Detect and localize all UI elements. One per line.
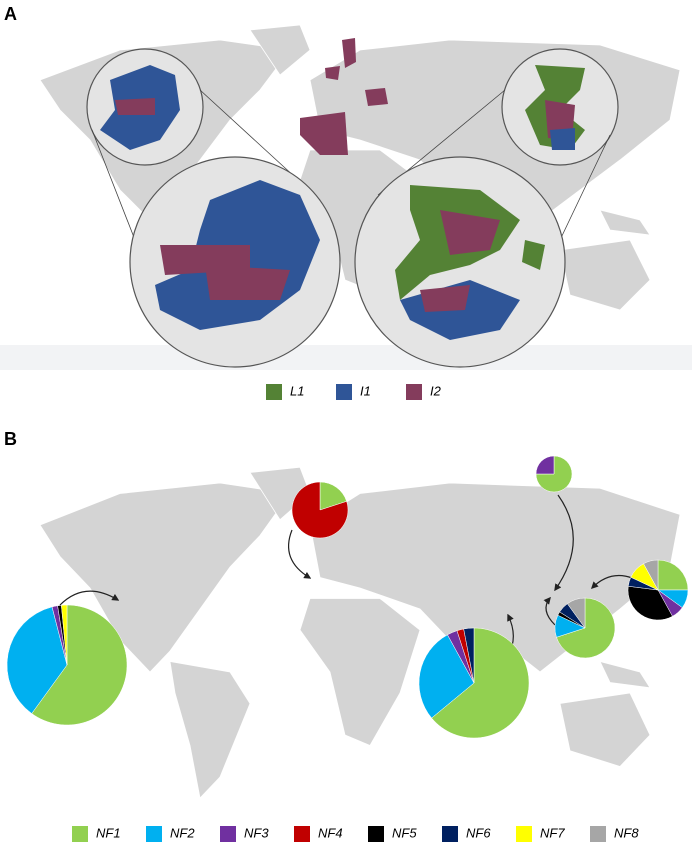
pie-slice	[567, 597, 586, 629]
legend-label: NF7	[540, 825, 565, 840]
legend-swatch	[266, 384, 282, 400]
legend-swatch	[72, 826, 88, 842]
legend-label: I1	[360, 383, 371, 398]
legend-label: I2	[430, 383, 442, 398]
pie-slice	[556, 597, 616, 659]
legend-label: NF3	[244, 825, 269, 840]
legend-label: NF1	[96, 825, 121, 840]
legend-swatch	[220, 826, 236, 842]
legend-swatch	[146, 826, 162, 842]
legend-label: NF8	[614, 825, 639, 840]
panel-label: B	[4, 429, 17, 449]
legend-swatch	[406, 384, 422, 400]
panel-label: A	[4, 4, 17, 24]
pie-slice	[463, 627, 475, 684]
pie-slice	[657, 559, 689, 591]
pie-slice	[431, 627, 530, 739]
legend-swatch	[516, 826, 532, 842]
pie-slice	[291, 481, 349, 539]
map-a	[0, 24, 692, 370]
legend-label: NF2	[170, 825, 195, 840]
pie-slice	[627, 585, 673, 621]
pies	[6, 455, 689, 739]
legend-swatch	[368, 826, 384, 842]
pie-slice	[31, 604, 128, 726]
legend-swatch	[294, 826, 310, 842]
legend-swatch	[336, 384, 352, 400]
pie-slice	[6, 606, 68, 714]
pie-slice	[61, 604, 68, 666]
legend-label: L1	[290, 383, 304, 398]
pie-slice	[418, 634, 475, 719]
legend-swatch	[442, 826, 458, 842]
pie-slice	[535, 455, 555, 475]
legend-label: NF4	[318, 825, 343, 840]
pie-slice	[643, 559, 659, 591]
legend: L1 I1 I2	[266, 383, 442, 400]
legend: NF1 NF2 NF3 NF4 NF5 NF6 NF7 NF8	[72, 825, 639, 842]
legend-label: NF5	[392, 825, 417, 840]
legend-swatch	[590, 826, 606, 842]
legend-label: NF6	[466, 825, 491, 840]
